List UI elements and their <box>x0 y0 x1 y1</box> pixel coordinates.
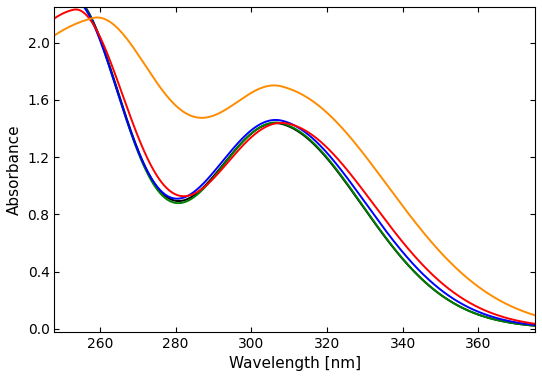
Y-axis label: Absorbance: Absorbance <box>7 124 22 215</box>
X-axis label: Wavelength [nm]: Wavelength [nm] <box>229 356 361 371</box>
